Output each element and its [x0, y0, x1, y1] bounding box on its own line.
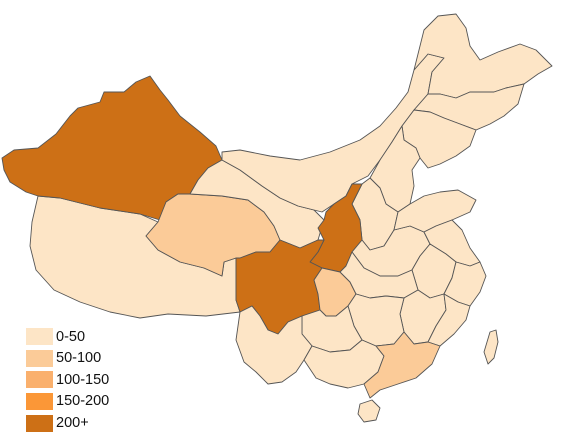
legend-swatch [26, 414, 53, 432]
legend-item-150-200: 150-200 [26, 391, 136, 413]
region-heilongjiang [413, 13, 553, 99]
legend-label: 200+ [56, 414, 89, 431]
legend-item-0-50: 0-50 [26, 326, 136, 348]
region-hainan [357, 399, 381, 423]
legend-item-50-100: 50-100 [26, 348, 136, 370]
legend-item-200-plus: 200+ [26, 412, 136, 434]
map-legend: 0-50 50-100 100-150 150-200 200+ [26, 326, 136, 434]
legend-swatch [26, 328, 53, 346]
legend-swatch [26, 371, 53, 389]
legend-label: 50-100 [56, 350, 102, 367]
legend-label: 0-50 [56, 328, 86, 345]
region-guangdong [363, 331, 441, 399]
region-xinjiang [1, 75, 223, 221]
legend-label: 100-150 [56, 371, 110, 388]
legend-label: 150-200 [56, 393, 110, 410]
region-fujian [427, 293, 471, 347]
legend-swatch [26, 393, 53, 411]
region-shandong [393, 189, 477, 233]
legend-swatch [26, 349, 53, 367]
legend-item-100-150: 100-150 [26, 369, 136, 391]
region-taiwan [483, 329, 499, 365]
